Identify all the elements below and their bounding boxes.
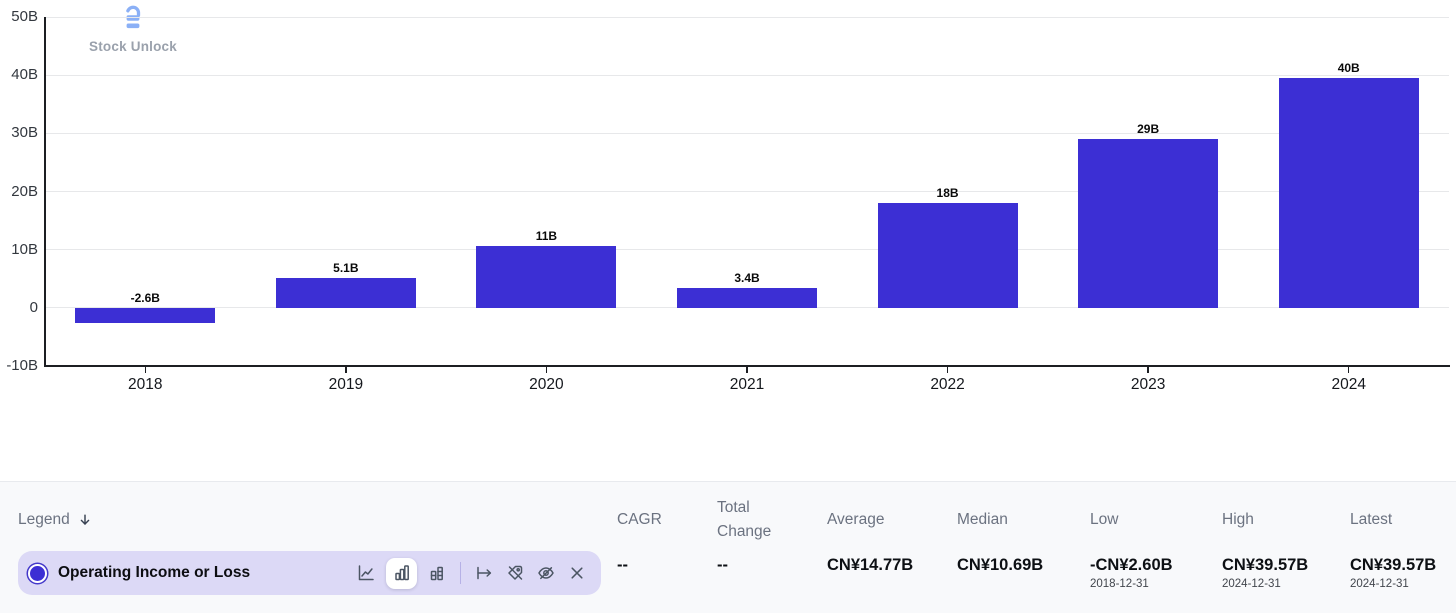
stat-label: Low <box>1090 510 1119 528</box>
bar-value-label: 3.4B <box>734 271 760 286</box>
watermark-brand-text: Stock Unlock <box>89 39 177 54</box>
eye-off-icon[interactable] <box>535 562 557 584</box>
sort-arrow-down-icon[interactable] <box>77 512 93 528</box>
stat-column: Average CN¥14.77B <box>827 496 945 575</box>
tag-off-icon[interactable] <box>504 562 526 584</box>
watermark: Stock Unlock <box>78 5 188 54</box>
x-axis-label: 2018 <box>128 376 163 393</box>
stat-label: Total Change <box>717 499 772 541</box>
gridline <box>45 191 1449 192</box>
x-axis-tick <box>1147 366 1149 373</box>
series-label: Operating Income or Loss <box>58 564 251 581</box>
stat-column: Total Change -- <box>717 496 795 575</box>
stat-value: CN¥39.57B <box>1350 556 1437 574</box>
stat-value: -CN¥2.60B <box>1090 556 1173 574</box>
x-axis-tick <box>545 366 548 373</box>
legend-header-label: Legend <box>18 511 70 528</box>
gridline <box>45 16 1449 18</box>
bar[interactable] <box>1278 77 1419 308</box>
legend-header[interactable]: Legend <box>18 496 93 544</box>
stat-value: -- <box>717 556 728 575</box>
x-axis-label: 2020 <box>529 376 564 393</box>
stat-label: Average <box>827 510 885 528</box>
bar[interactable] <box>275 278 416 308</box>
stat-label: High <box>1222 510 1254 528</box>
stat-column: Low -CN¥2.60B 2018-12-31 <box>1090 496 1212 590</box>
toolbar-separator <box>460 562 461 584</box>
unlock-logo-icon <box>126 5 141 29</box>
x-axis-label: 2022 <box>930 376 965 393</box>
y-axis-label: 50B <box>11 8 38 25</box>
stat-value: CN¥39.57B <box>1222 556 1309 574</box>
y-axis-label: 20B <box>11 182 38 200</box>
stat-column: High CN¥39.57B 2024-12-31 <box>1222 496 1340 590</box>
stat-label: Median <box>957 510 1008 528</box>
y-axis-label: 40B <box>11 66 38 84</box>
stat-sub-date: 2024-12-31 <box>1222 578 1281 590</box>
bar-value-label: 11B <box>535 228 558 243</box>
legend-series-row[interactable]: Operating Income or Loss <box>18 551 601 595</box>
series-color-dot[interactable] <box>28 563 47 583</box>
x-axis-tick <box>946 366 949 373</box>
x-axis-tick <box>1347 366 1350 373</box>
bar[interactable] <box>75 307 216 323</box>
y-axis-line <box>44 17 46 367</box>
x-axis-label: 2019 <box>328 376 364 393</box>
bar-chart-icon[interactable] <box>386 557 417 589</box>
year-range-slider[interactable]: 2010201120122013201420152016201720182019… <box>0 400 1456 466</box>
axis-arrow-icon[interactable] <box>473 562 495 584</box>
bar[interactable] <box>1078 138 1219 308</box>
series-toolbar <box>355 557 588 589</box>
bar-value-label: -2.6B <box>130 290 160 305</box>
stat-sub-date: 2024-12-31 <box>1350 578 1409 590</box>
stat-value: CN¥14.77B <box>827 556 914 574</box>
y-axis-label: -10B <box>6 357 38 374</box>
gridline <box>45 249 1449 251</box>
x-axis-tick <box>746 366 748 373</box>
bar-chart: Stock Unlock 50B 40B 30B 20B 10B 0 -10B -2.6B 20… <box>6 5 1450 393</box>
gridline <box>45 307 1449 309</box>
bar-value-label: 18B <box>936 185 959 200</box>
bar[interactable] <box>476 245 617 308</box>
y-axis-label: 10B <box>11 240 38 258</box>
y-axis-label: 30B <box>11 124 38 142</box>
line-chart-icon[interactable] <box>355 562 377 584</box>
stat-sub-date: 2018-12-31 <box>1090 578 1149 590</box>
x-axis-label: 2023 <box>1130 376 1166 393</box>
bar-value-label: 29B <box>1137 121 1160 136</box>
gridline <box>45 132 1449 134</box>
stat-label: Latest <box>1350 510 1393 528</box>
stat-column: Latest CN¥39.57B 2024-12-31 <box>1350 496 1454 590</box>
stacked-bar-chart-icon[interactable] <box>426 562 448 584</box>
stat-value: -- <box>617 556 628 574</box>
bar-value-label: 5.1B <box>333 261 359 276</box>
gridline <box>45 74 1449 76</box>
bar[interactable] <box>677 288 817 308</box>
close-icon[interactable] <box>566 562 588 584</box>
stat-value: CN¥10.69B <box>957 556 1044 574</box>
y-axis-label: 0 <box>29 298 38 316</box>
x-axis-tick <box>345 366 347 373</box>
x-axis-tick <box>144 366 147 373</box>
stat-column: Median CN¥10.69B <box>957 496 1077 575</box>
legend-stats-panel: Legend Operating Income or Loss <box>0 481 1456 613</box>
x-axis-label: 2024 <box>1331 376 1366 393</box>
x-axis-label: 2021 <box>729 376 765 393</box>
bar-value-label: 40B <box>1337 60 1360 75</box>
bar[interactable] <box>877 202 1018 308</box>
stat-column: CAGR -- <box>617 496 705 575</box>
stat-label: CAGR <box>617 510 662 528</box>
